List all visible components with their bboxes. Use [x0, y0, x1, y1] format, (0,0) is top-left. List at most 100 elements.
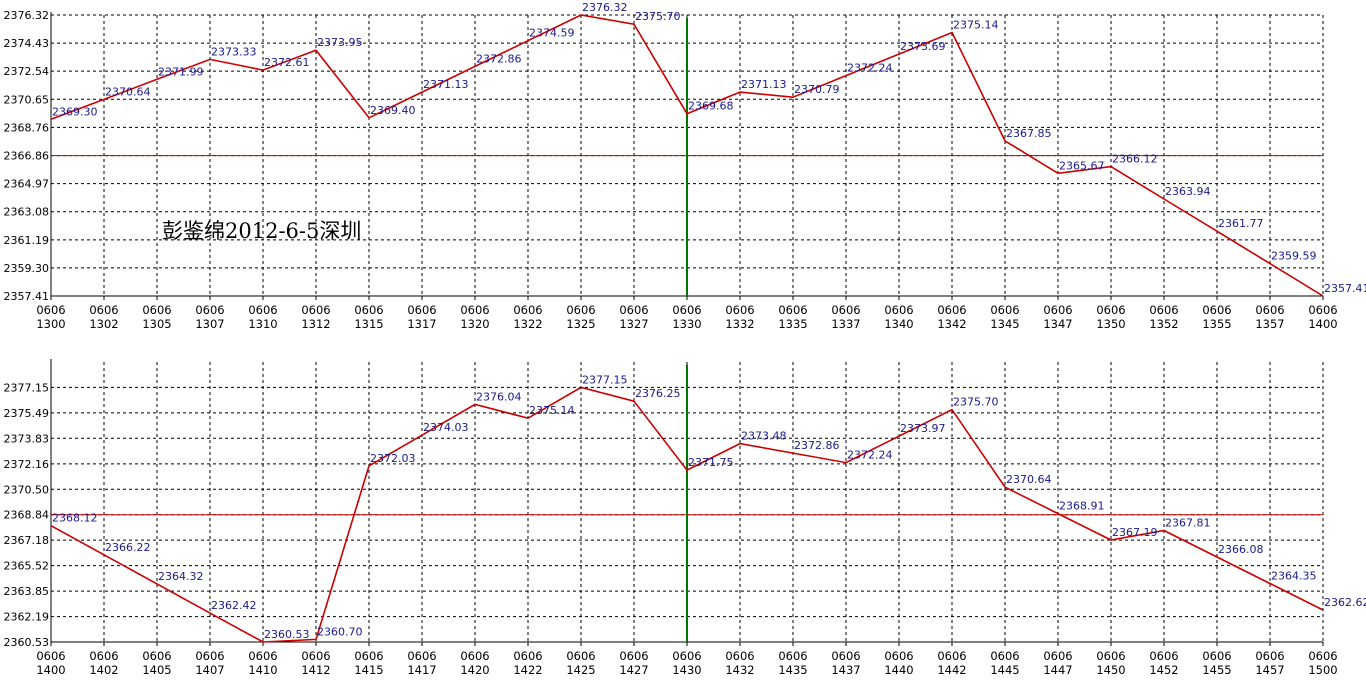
data-label: 2375.14	[529, 404, 575, 417]
y-tick-label: 2372.54	[4, 65, 50, 78]
x-tick-label: 1357	[1255, 317, 1284, 331]
x-tick-label: 0606	[831, 303, 860, 317]
x-tick-label: 1420	[460, 663, 489, 677]
x-tick-label: 0606	[566, 303, 595, 317]
data-label: 2375.70	[635, 10, 681, 23]
data-label: 2375.70	[953, 396, 999, 409]
data-label: 2369.30	[52, 105, 98, 118]
data-label: 2372.86	[794, 439, 840, 452]
x-tick-label: 0606	[1255, 303, 1284, 317]
x-tick-label: 0606	[1096, 649, 1125, 663]
x-tick-label: 0606	[513, 649, 542, 663]
y-tick-label: 2363.85	[4, 585, 50, 598]
x-tick-label: 0606	[884, 649, 913, 663]
x-tick-label: 0606	[619, 649, 648, 663]
x-tick-label: 1332	[725, 317, 754, 331]
x-tick-label: 1417	[407, 663, 436, 677]
data-label: 2376.25	[635, 387, 681, 400]
x-tick-label: 1410	[248, 663, 277, 677]
x-tick-label: 1457	[1255, 663, 1284, 677]
x-tick-label: 0606	[36, 649, 65, 663]
y-tick-label: 2368.84	[4, 509, 50, 522]
x-tick-label: 0606	[354, 649, 383, 663]
x-tick-label: 1402	[89, 663, 118, 677]
data-label: 2375.14	[953, 19, 999, 32]
x-tick-label: 0606	[142, 303, 171, 317]
y-tick-label: 2364.97	[4, 178, 50, 191]
y-tick-label: 2362.19	[4, 611, 50, 624]
x-tick-label: 0606	[301, 303, 330, 317]
data-label: 2367.85	[1006, 127, 1052, 140]
data-label: 2374.03	[423, 421, 469, 434]
x-tick-label: 1322	[513, 317, 542, 331]
y-tick-label: 2376.32	[4, 9, 50, 22]
y-tick-label: 2370.50	[4, 483, 50, 496]
x-tick-label: 1430	[672, 663, 701, 677]
data-label: 2366.08	[1218, 543, 1264, 556]
x-tick-label: 0606	[301, 649, 330, 663]
x-tick-label: 0606	[937, 649, 966, 663]
data-label: 2360.70	[317, 625, 363, 638]
data-label: 2372.24	[847, 62, 893, 75]
x-tick-label: 0606	[195, 649, 224, 663]
x-tick-label: 1400	[36, 663, 65, 677]
data-label: 2363.94	[1165, 185, 1211, 198]
x-tick-label: 0606	[672, 649, 701, 663]
x-tick-label: 1335	[778, 317, 807, 331]
x-tick-label: 1300	[36, 317, 65, 331]
x-tick-label: 0606	[354, 303, 383, 317]
x-tick-label: 0606	[460, 649, 489, 663]
data-label: 2374.59	[529, 27, 575, 40]
x-tick-label: 0606	[831, 649, 860, 663]
x-tick-label: 0606	[778, 649, 807, 663]
y-tick-label: 2370.65	[4, 93, 50, 106]
x-tick-label: 1355	[1202, 317, 1231, 331]
x-tick-label: 1320	[460, 317, 489, 331]
data-label: 2362.42	[211, 599, 257, 612]
x-tick-label: 0606	[1202, 649, 1231, 663]
x-tick-label: 0606	[1202, 303, 1231, 317]
y-tick-label: 2361.19	[4, 234, 50, 247]
data-label: 2364.32	[158, 570, 204, 583]
x-tick-label: 1400	[1308, 317, 1337, 331]
data-label: 2364.35	[1271, 569, 1317, 582]
data-label: 2369.68	[688, 100, 734, 113]
data-label: 2367.19	[1112, 526, 1158, 539]
x-tick-label: 0606	[937, 303, 966, 317]
x-tick-label: 1437	[831, 663, 860, 677]
x-tick-label: 1442	[937, 663, 966, 677]
data-label: 2361.77	[1218, 217, 1264, 230]
data-label: 2372.24	[847, 449, 893, 462]
x-tick-label: 0606	[778, 303, 807, 317]
x-tick-label: 1342	[937, 317, 966, 331]
x-tick-label: 0606	[460, 303, 489, 317]
x-tick-label: 0606	[407, 303, 436, 317]
x-tick-label: 0606	[1043, 303, 1072, 317]
data-label: 2372.03	[370, 452, 416, 465]
data-label: 2366.12	[1112, 153, 1158, 166]
data-label: 2372.61	[264, 56, 310, 69]
x-tick-label: 1412	[301, 663, 330, 677]
data-label: 2371.13	[741, 78, 787, 91]
data-label: 2359.59	[1271, 250, 1317, 263]
x-tick-label: 1432	[725, 663, 754, 677]
y-tick-label: 2360.53	[4, 636, 50, 649]
x-tick-label: 0606	[248, 649, 277, 663]
x-tick-label: 1307	[195, 317, 224, 331]
x-tick-label: 1347	[1043, 317, 1072, 331]
data-label: 2368.12	[52, 512, 98, 525]
data-label: 2371.99	[158, 65, 204, 78]
y-tick-label: 2366.86	[4, 150, 50, 163]
y-tick-label: 2363.08	[4, 206, 50, 219]
x-tick-label: 1345	[990, 317, 1019, 331]
x-tick-label: 1317	[407, 317, 436, 331]
x-tick-label: 0606	[407, 649, 436, 663]
x-tick-label: 0606	[89, 303, 118, 317]
x-tick-label: 1340	[884, 317, 913, 331]
y-tick-label: 2372.16	[4, 458, 50, 471]
x-tick-label: 1312	[301, 317, 330, 331]
y-tick-label: 2373.83	[4, 432, 50, 445]
data-label: 2373.97	[900, 422, 946, 435]
x-tick-label: 1440	[884, 663, 913, 677]
